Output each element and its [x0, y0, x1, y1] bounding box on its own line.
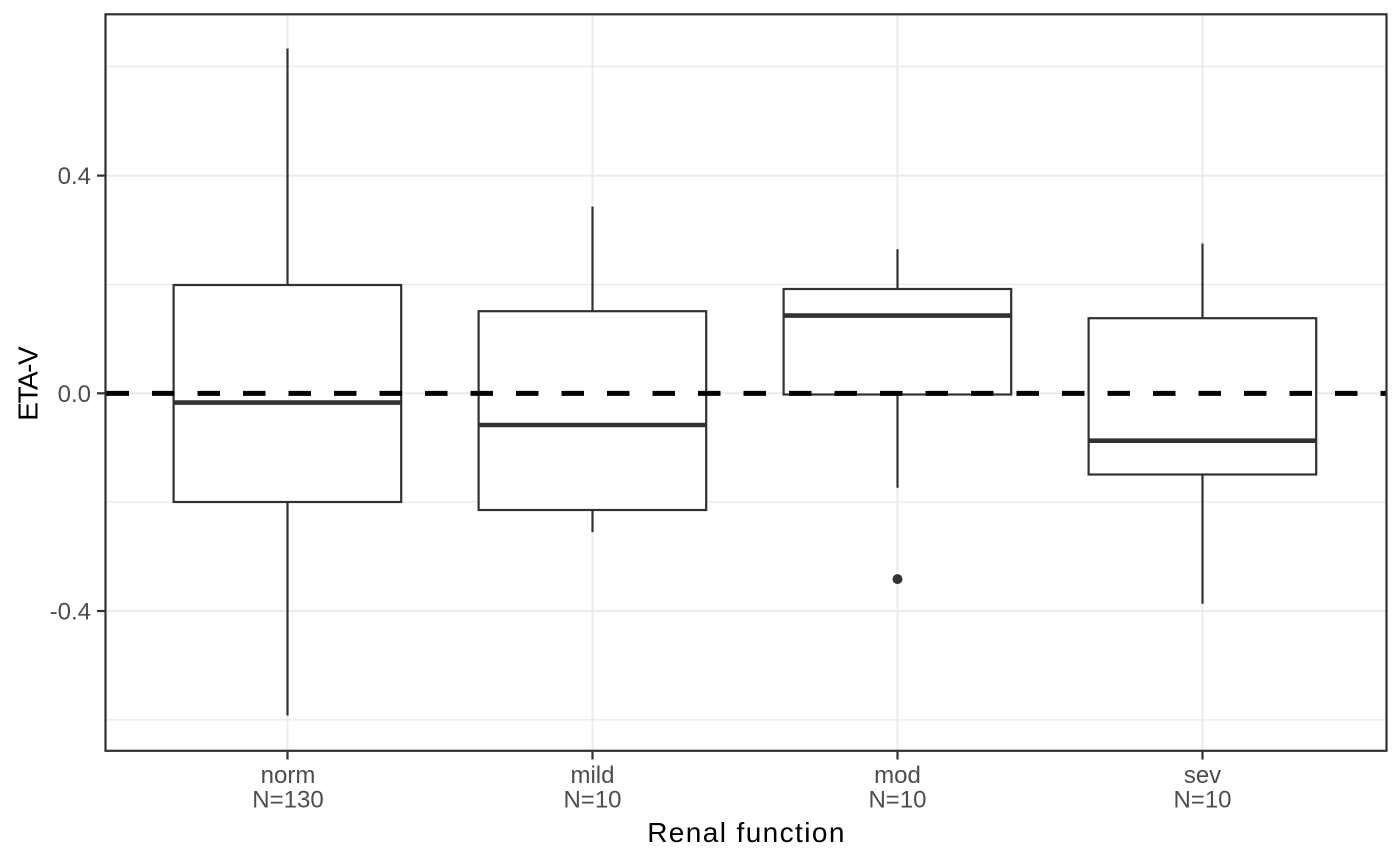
svg-text:mild: mild — [570, 762, 614, 789]
svg-text:0.4: 0.4 — [58, 163, 91, 190]
svg-text:Renal function: Renal function — [647, 817, 846, 848]
svg-text:0.0: 0.0 — [58, 381, 91, 408]
svg-text:N=10: N=10 — [563, 786, 621, 813]
svg-text:norm: norm — [261, 762, 316, 789]
svg-text:N=130: N=130 — [252, 786, 323, 813]
svg-text:ETA-V: ETA-V — [12, 346, 43, 421]
svg-text:N=10: N=10 — [1173, 786, 1231, 813]
svg-text:sev: sev — [1184, 762, 1221, 789]
svg-text:-0.4: -0.4 — [50, 599, 91, 626]
svg-text:mod: mod — [874, 762, 921, 789]
svg-text:N=10: N=10 — [868, 786, 926, 813]
